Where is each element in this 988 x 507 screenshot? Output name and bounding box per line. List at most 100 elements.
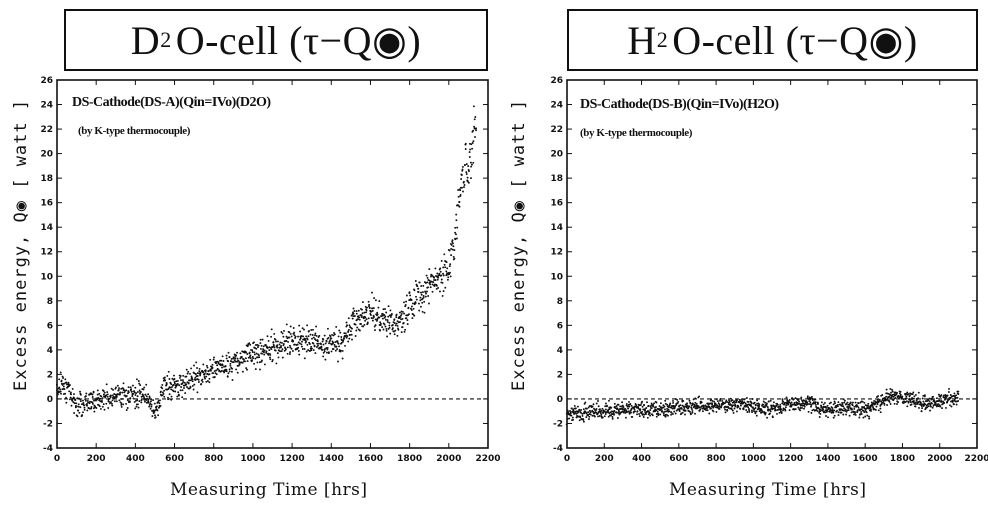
data-point: [587, 414, 590, 417]
data-point: [67, 381, 70, 384]
data-point: [937, 403, 940, 406]
data-point: [427, 286, 429, 289]
data-point: [611, 416, 614, 418]
data-point: [682, 400, 685, 402]
data-point: [156, 409, 159, 412]
data-point: [249, 343, 252, 346]
data-point: [743, 401, 746, 404]
data-point: [628, 412, 631, 415]
data-point: [242, 358, 245, 361]
data-point: [259, 347, 262, 350]
data-point: [927, 402, 930, 405]
data-point: [120, 402, 123, 405]
data-point: [294, 335, 297, 338]
data-point: [143, 396, 145, 399]
data-point: [259, 368, 261, 371]
data-point: [462, 180, 465, 183]
data-point: [446, 278, 449, 281]
data-point: [134, 394, 137, 396]
data-point: [362, 325, 365, 328]
data-point: [281, 356, 284, 359]
data-point: [79, 398, 82, 401]
data-point: [650, 402, 653, 405]
data-point: [850, 411, 853, 414]
data-point: [856, 405, 859, 408]
data-point: [873, 403, 876, 406]
y-tick-label: 26: [550, 76, 563, 86]
data-point: [597, 405, 600, 408]
data-point: [422, 296, 425, 299]
data-point: [846, 409, 849, 412]
data-point: [646, 401, 648, 404]
data-point: [300, 343, 303, 346]
data-point: [173, 382, 176, 385]
data-point: [724, 408, 727, 411]
data-point: [957, 393, 960, 395]
data-point: [832, 403, 835, 406]
data-point: [588, 418, 590, 421]
data-point: [664, 415, 667, 418]
data-point: [336, 348, 339, 351]
data-points: [55, 105, 478, 419]
data-point: [360, 314, 363, 317]
data-point: [259, 342, 262, 345]
y-tick-label: 18: [40, 174, 53, 184]
data-point: [872, 402, 875, 404]
data-point: [731, 409, 734, 412]
data-point: [779, 405, 782, 408]
data-point: [126, 399, 129, 402]
y-tick-label: 4: [47, 346, 53, 356]
data-point: [607, 415, 610, 418]
data-point: [800, 396, 803, 399]
data-point: [279, 350, 282, 353]
data-point: [99, 407, 102, 410]
x-tick-label: 1000: [741, 454, 766, 464]
data-point: [155, 405, 158, 408]
data-point: [360, 323, 362, 325]
data-point: [896, 403, 898, 405]
data-point: [75, 405, 78, 408]
data-point: [326, 351, 328, 354]
data-point: [151, 415, 154, 418]
data-point: [909, 392, 912, 395]
data-point: [108, 400, 111, 403]
data-point: [802, 402, 805, 405]
data-point: [739, 407, 742, 410]
data-point: [273, 346, 276, 349]
data-point: [279, 341, 282, 344]
data-point: [868, 417, 871, 420]
data-point: [225, 357, 228, 360]
data-point: [461, 168, 464, 171]
data-point: [288, 331, 291, 334]
data-point: [289, 351, 292, 354]
data-point: [82, 402, 85, 404]
data-point: [785, 404, 788, 407]
data-point: [174, 390, 177, 393]
data-point: [384, 325, 387, 328]
data-point: [147, 399, 150, 401]
data-point: [790, 401, 793, 404]
data-point: [135, 392, 138, 395]
data-point: [252, 357, 255, 360]
data-point: [256, 361, 259, 364]
data-point: [301, 348, 304, 350]
data-point: [708, 412, 711, 415]
data-point: [334, 349, 337, 352]
data-point: [444, 266, 447, 269]
data-point: [170, 388, 173, 391]
data-point: [357, 309, 360, 312]
data-point: [80, 403, 83, 406]
data-point: [369, 314, 372, 316]
data-point: [688, 399, 691, 402]
data-point: [90, 406, 93, 408]
data-point: [669, 402, 672, 405]
data-point: [191, 378, 194, 381]
data-point: [59, 371, 62, 374]
data-point: [270, 328, 273, 331]
data-point: [407, 313, 410, 316]
data-point: [115, 395, 118, 398]
data-point: [460, 174, 463, 176]
data-point: [101, 397, 104, 400]
data-point: [406, 323, 409, 326]
y-tick-label: 14: [40, 223, 53, 233]
